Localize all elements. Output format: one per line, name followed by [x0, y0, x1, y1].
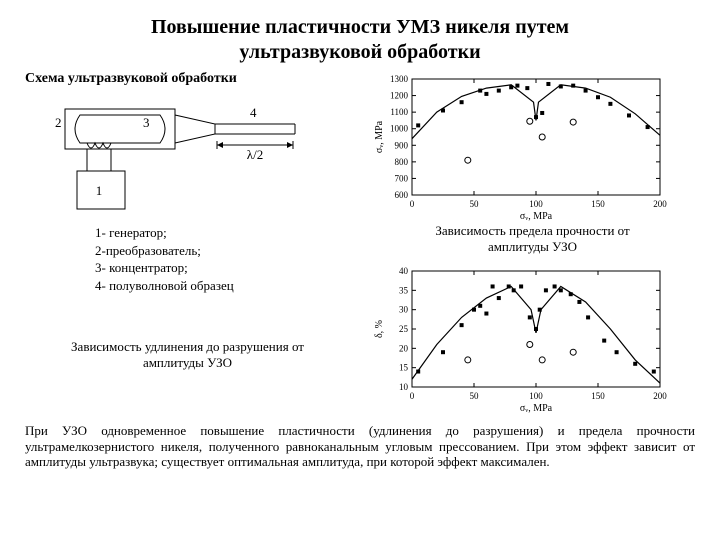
svg-text:600: 600: [395, 190, 409, 200]
svg-text:1100: 1100: [390, 107, 408, 117]
strength-chart: 600 700 800 900 1000 1100 1200 1300 0 50 100 150 200…: [370, 71, 670, 221]
ultrasonic-scheme-diagram: 1 λ/2 2 3 4: [25, 91, 325, 216]
svg-text:2: 2: [55, 115, 62, 130]
svg-text:50: 50: [470, 199, 480, 209]
svg-text:800: 800: [395, 157, 409, 167]
svg-text:30: 30: [399, 305, 409, 315]
svg-text:σᵥ, MPa: σᵥ, MPa: [520, 403, 553, 413]
svg-text:λ/2: λ/2: [247, 147, 263, 162]
svg-text:150: 150: [591, 199, 605, 209]
svg-text:1000: 1000: [390, 124, 409, 134]
svg-text:35: 35: [399, 285, 409, 295]
svg-text:σᵥ, MPa: σᵥ, MPa: [374, 120, 385, 153]
svg-text:700: 700: [395, 173, 409, 183]
svg-text:900: 900: [395, 140, 409, 150]
svg-text:40: 40: [399, 266, 409, 276]
svg-text:200: 200: [653, 199, 667, 209]
svg-text:150: 150: [591, 391, 605, 401]
scheme-label: Схема ультразвуковой обработки: [25, 71, 350, 87]
svg-text:0: 0: [410, 199, 415, 209]
svg-text:1300: 1300: [390, 74, 409, 84]
svg-text:3: 3: [143, 115, 150, 130]
svg-text:1200: 1200: [390, 91, 409, 101]
scheme-legend: 1- генератор; 2-преобразователь; 3- конц…: [95, 224, 350, 294]
svg-text:0: 0: [410, 391, 415, 401]
svg-text:4: 4: [250, 105, 257, 120]
elongation-chart: 10 15 20 25 30 35 40 0 50 100 150 200 δ, % σᵥ, MPa: [370, 263, 670, 413]
summary-text: При УЗО одновременное повышение пластичн…: [25, 423, 695, 470]
svg-text:10: 10: [399, 382, 409, 392]
svg-text:100: 100: [529, 199, 543, 209]
strength-caption: Зависимость предела прочности от амплиту…: [370, 223, 695, 255]
svg-text:σᵥ, MPa: σᵥ, MPa: [520, 211, 553, 221]
svg-text:15: 15: [399, 363, 409, 373]
svg-text:50: 50: [470, 391, 480, 401]
elongation-caption: Зависимость удлинения до разрушения от а…: [25, 339, 350, 371]
svg-text:1: 1: [96, 183, 103, 198]
page-title: Повышение пластичности УМЗ никеля путем …: [25, 15, 695, 65]
svg-text:100: 100: [529, 391, 543, 401]
svg-text:δ, %: δ, %: [374, 320, 385, 338]
svg-text:20: 20: [399, 343, 409, 353]
svg-text:200: 200: [653, 391, 667, 401]
svg-text:25: 25: [399, 324, 409, 334]
